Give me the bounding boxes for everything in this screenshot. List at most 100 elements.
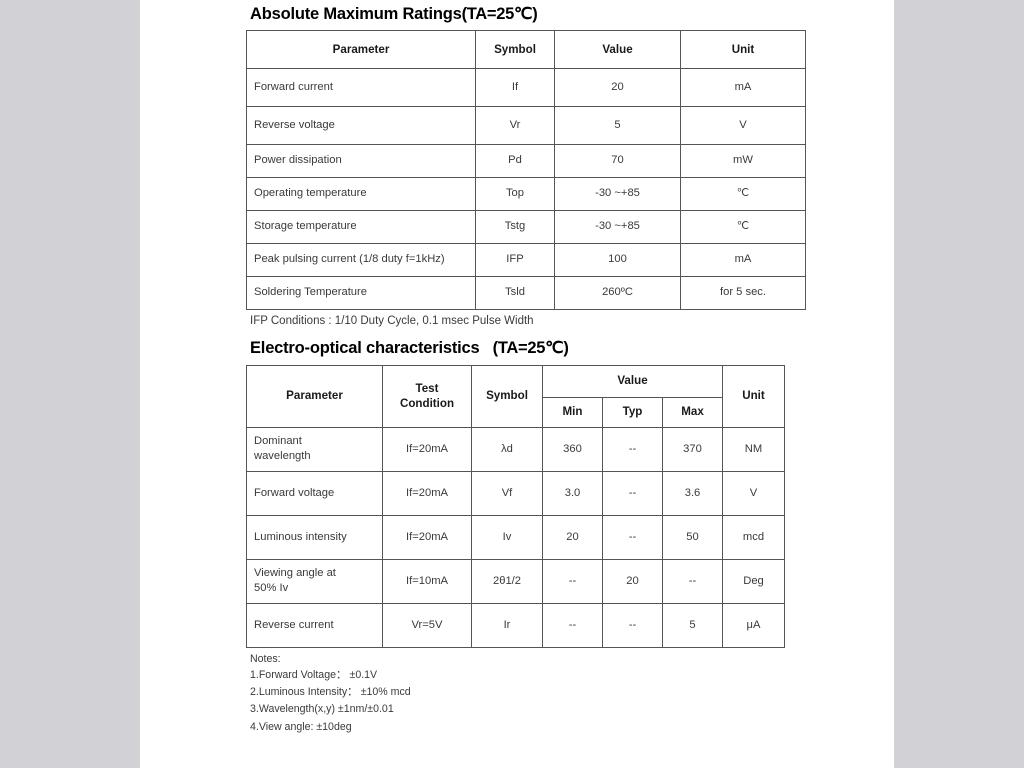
cell-symbol: λd xyxy=(471,426,543,472)
cell-symbol: 2θ1/2 xyxy=(471,558,543,604)
section2-title-main: Electro-optical characteristics xyxy=(250,338,480,357)
column-header-symbol: Symbol xyxy=(471,364,543,428)
cell-min: -- xyxy=(542,602,603,648)
test-condition-line1: Test xyxy=(415,381,439,395)
table-row: Viewing angle at 50% Iv If=10mA 2θ1/2 -- … xyxy=(246,558,785,604)
cell-symbol: Vr xyxy=(475,106,555,145)
column-header-test-condition: Test Condition xyxy=(382,364,472,428)
column-header-symbol: Symbol xyxy=(475,30,555,69)
cell-min: 3.0 xyxy=(542,470,603,516)
cell-value: 5 xyxy=(554,106,681,145)
cell-parameter: Peak pulsing current (1/8 duty f=1kHz) xyxy=(246,243,476,277)
cell-parameter-line1: Viewing angle at xyxy=(254,567,336,580)
cell-unit: for 5 sec. xyxy=(680,276,806,310)
notes-heading: Notes: xyxy=(250,652,281,665)
cell-min: -- xyxy=(542,558,603,604)
absolute-maximum-ratings-table: Parameter Symbol Value Unit Forward curr… xyxy=(246,30,806,310)
table-row: Forward voltage If=20mA Vf 3.0 -- 3.6 V xyxy=(246,470,785,516)
column-header-parameter: Parameter xyxy=(246,30,476,69)
cell-parameter: Dominant wavelength xyxy=(246,426,383,472)
cell-value: 100 xyxy=(554,243,681,277)
cell-parameter: Reverse voltage xyxy=(246,106,476,145)
cell-max: 370 xyxy=(662,426,723,472)
table-row: Dominant wavelength If=20mA λd 360 -- 370… xyxy=(246,426,785,472)
table-header-row-top: Parameter Test Condition Symbol Value Uni… xyxy=(246,364,785,428)
column-header-unit: Unit xyxy=(722,364,785,428)
cell-unit: V xyxy=(680,106,806,145)
cell-parameter-line2: wavelength xyxy=(254,450,311,463)
cell-typ: 20 xyxy=(602,558,663,604)
cell-symbol: Tsld xyxy=(475,276,555,310)
cell-parameter: Storage temperature xyxy=(246,210,476,244)
notes-section: Notes: 1.Forward Voltage： ±0.1V 2.Lumino… xyxy=(246,648,791,734)
cell-parameter: Soldering Temperature xyxy=(246,276,476,310)
cell-parameter: Reverse current xyxy=(246,602,383,648)
cell-unit: mA xyxy=(680,243,806,277)
table-row: Luminous intensity If=20mA Iv 20 -- 50 m… xyxy=(246,514,785,560)
test-condition-line2: Condition xyxy=(399,397,455,411)
electro-optical-characteristics-table: Parameter Test Condition Symbol Value Uni… xyxy=(246,364,785,648)
section1-title-suffix: (TA=25℃) xyxy=(461,5,538,23)
cell-parameter: Operating temperature xyxy=(246,177,476,211)
cell-min: 360 xyxy=(542,426,603,472)
cell-test-condition: If=20mA xyxy=(382,426,472,472)
column-header-value: Value xyxy=(554,30,681,69)
cell-symbol: Iv xyxy=(471,514,543,560)
cell-unit: μA xyxy=(722,602,785,648)
document-sheet: Absolute Maximum Ratings(TA=25℃) Paramet… xyxy=(140,0,894,768)
column-header-parameter: Parameter xyxy=(246,364,383,428)
cell-min: 20 xyxy=(542,514,603,560)
column-header-typ: Typ xyxy=(602,396,663,428)
column-header-min: Min xyxy=(542,396,603,428)
cell-parameter: Viewing angle at 50% Iv xyxy=(246,558,383,604)
note-item: 4.View angle: ±10deg xyxy=(250,720,352,733)
cell-symbol: Vf xyxy=(471,470,543,516)
table-header-row: Parameter Symbol Value Unit xyxy=(246,30,806,69)
cell-typ: -- xyxy=(602,470,663,516)
cell-test-condition: Vr=5V xyxy=(382,602,472,648)
table-row: Soldering Temperature Tsld 260ºC for 5 s… xyxy=(246,276,806,310)
cell-typ: -- xyxy=(602,602,663,648)
cell-value: 260ºC xyxy=(554,276,681,310)
cell-parameter: Forward voltage xyxy=(246,470,383,516)
table-header-row-sub: Min Typ Max xyxy=(247,396,785,428)
cell-symbol: IFP xyxy=(475,243,555,277)
cell-unit: mA xyxy=(680,68,806,107)
table-row: Reverse current Vr=5V Ir -- -- 5 μA xyxy=(246,602,785,648)
column-header-unit: Unit xyxy=(680,30,806,69)
cell-symbol: Top xyxy=(475,177,555,211)
table-row: Power dissipation Pd 70 mW xyxy=(246,144,806,178)
table-row: Forward current If 20 mA xyxy=(246,68,806,107)
note-item: 3.Wavelength(x,y) ±1nm/±0.01 xyxy=(250,703,394,716)
table-row: Reverse voltage Vr 5 V xyxy=(246,106,806,145)
cell-parameter: Luminous intensity xyxy=(246,514,383,560)
cell-max: -- xyxy=(662,558,723,604)
ifp-conditions-footnote: IFP Conditions : 1/10 Duty Cycle, 0.1 ms… xyxy=(250,315,534,327)
note-item: 1.Forward Voltage： ±0.1V xyxy=(250,668,378,681)
cell-test-condition: If=20mA xyxy=(382,514,472,560)
column-header-max: Max xyxy=(662,396,723,428)
cell-max: 50 xyxy=(662,514,723,560)
table-row: Storage temperature Tstg -30 ~+85 ℃ xyxy=(246,210,806,244)
cell-parameter: Forward current xyxy=(246,68,476,107)
cell-unit: Deg xyxy=(722,558,785,604)
cell-test-condition: If=20mA xyxy=(382,470,472,516)
cell-unit: NM xyxy=(722,426,785,472)
table-row: Peak pulsing current (1/8 duty f=1kHz) I… xyxy=(246,243,806,277)
note-item: 2.Luminous Intensity： ±10% mcd xyxy=(250,686,411,699)
cell-unit: mW xyxy=(680,144,806,178)
cell-unit: V xyxy=(722,470,785,516)
cell-value: 70 xyxy=(554,144,681,178)
cell-parameter-line1: Dominant xyxy=(254,435,302,448)
page-title-electro-optical-characteristics: Electro-optical characteristics (TA=25℃) xyxy=(246,329,791,365)
cell-unit: ℃ xyxy=(680,210,806,244)
cell-max: 3.6 xyxy=(662,470,723,516)
cell-value: -30 ~+85 xyxy=(554,210,681,244)
cell-symbol: Tstg xyxy=(475,210,555,244)
cell-unit: mcd xyxy=(722,514,785,560)
cell-value: 20 xyxy=(554,68,681,107)
cell-typ: -- xyxy=(602,426,663,472)
section1-title-main: Absolute Maximum Ratings xyxy=(250,5,462,23)
cell-parameter-line2: 50% Iv xyxy=(254,582,289,595)
cell-parameter: Power dissipation xyxy=(246,144,476,178)
